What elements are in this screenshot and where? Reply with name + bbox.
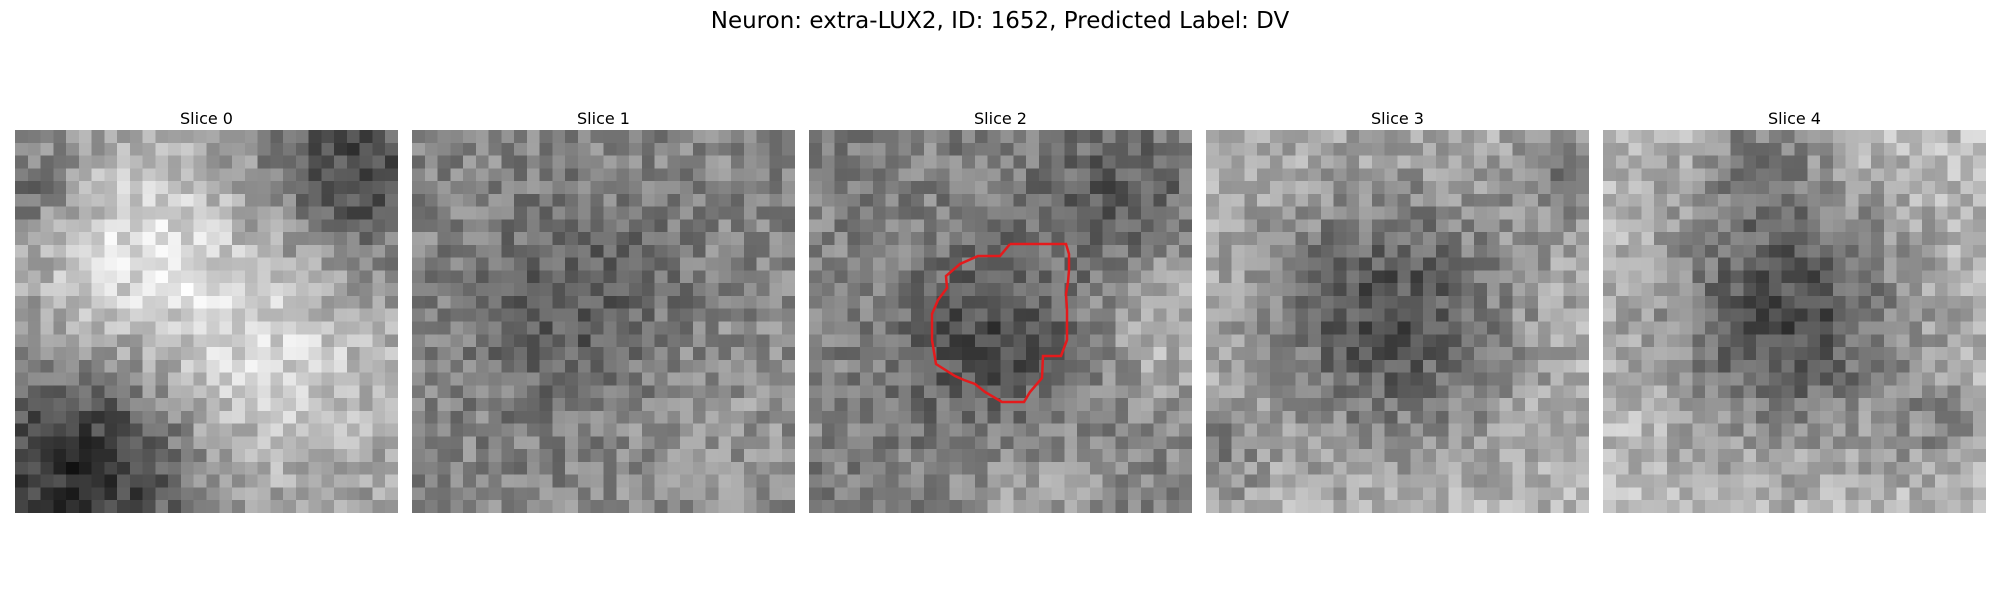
slice-image-3 [1206, 130, 1589, 513]
slice-image-0 [15, 130, 398, 513]
slice-panel-0: Slice 0 [15, 108, 398, 513]
slice-image-1 [412, 130, 795, 513]
slice-title-4: Slice 4 [1768, 109, 1821, 128]
slice-image-2 [809, 130, 1192, 513]
slice-panel-2: Slice 2 [809, 108, 1192, 513]
slice-title-1: Slice 1 [577, 109, 630, 128]
slice-image-4 [1603, 130, 1986, 513]
figure-title: Neuron: extra-LUX2, ID: 1652, Predicted … [710, 8, 1290, 34]
slice-panel-4: Slice 4 [1603, 108, 1986, 513]
slice-panel-1: Slice 1 [412, 108, 795, 513]
slice-panel-3: Slice 3 [1206, 108, 1589, 513]
slice-title-0: Slice 0 [180, 109, 233, 128]
slice-title-2: Slice 2 [974, 109, 1027, 128]
slice-title-3: Slice 3 [1371, 109, 1424, 128]
